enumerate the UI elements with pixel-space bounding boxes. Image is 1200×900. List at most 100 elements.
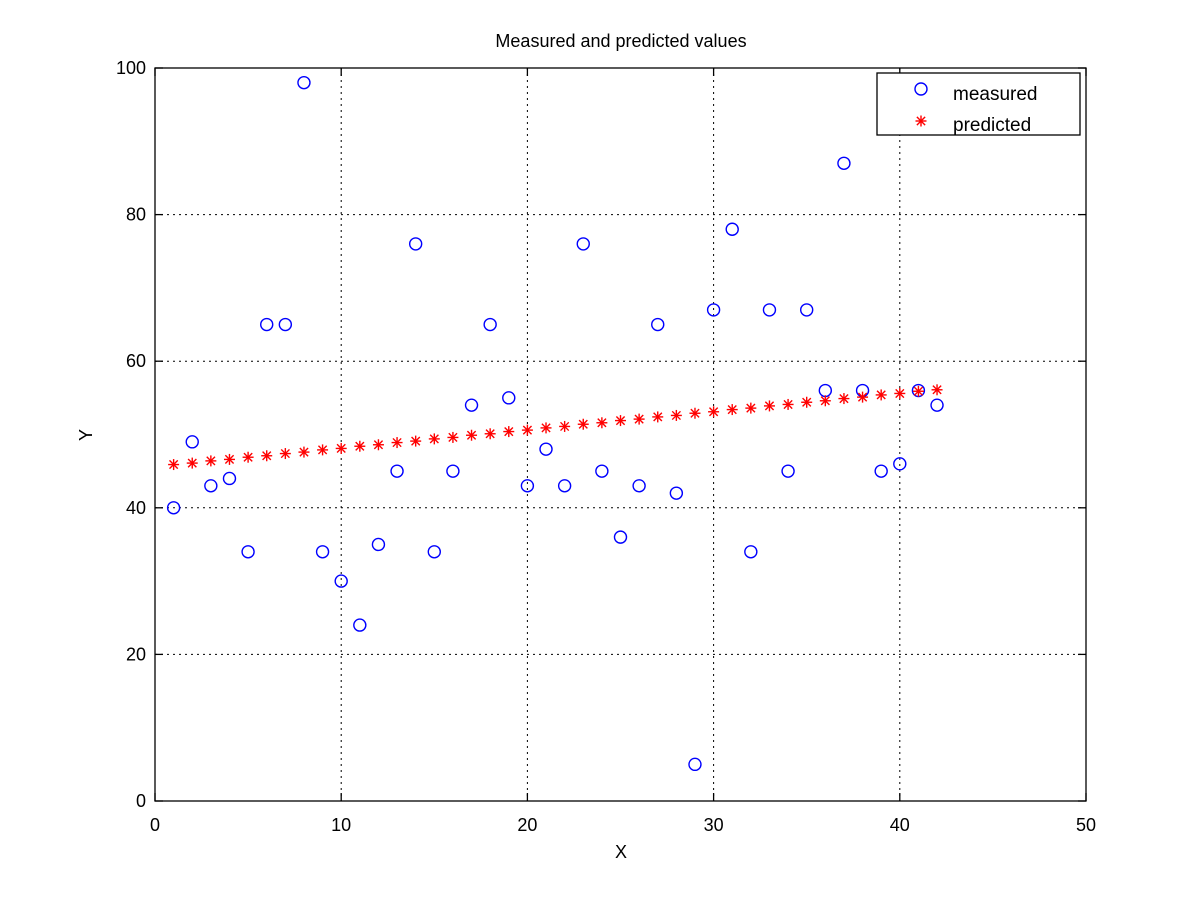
predicted-point — [912, 385, 924, 397]
measured-point — [315, 545, 330, 559]
y-tick-label: 100 — [116, 58, 146, 78]
measured-point — [744, 545, 758, 559]
measured-point — [613, 530, 628, 544]
measured-point — [502, 391, 516, 405]
measured-point — [539, 442, 553, 456]
predicted-point — [857, 391, 869, 403]
measured-point — [725, 222, 739, 236]
measured-point — [837, 156, 851, 170]
measured-point — [688, 757, 702, 772]
y-tick-label: 80 — [126, 205, 146, 225]
measured-point — [781, 464, 795, 478]
predicted-point — [186, 457, 198, 469]
x-tick-label: 40 — [890, 815, 910, 835]
x-tick-label: 20 — [517, 815, 537, 835]
series-predicted — [168, 384, 943, 471]
measured-point — [595, 464, 609, 478]
measured-point — [930, 398, 944, 412]
predicted-point — [559, 420, 571, 432]
legend-marker-measured — [914, 82, 928, 96]
measured-point — [520, 479, 535, 493]
data-series — [166, 75, 944, 772]
chart-title: Measured and predicted values — [495, 31, 746, 51]
measured-point — [185, 435, 199, 449]
predicted-point — [466, 429, 478, 441]
predicted-point — [745, 402, 757, 414]
measured-point — [893, 457, 907, 471]
predicted-point — [168, 459, 180, 471]
measured-point — [353, 618, 367, 632]
measured-point — [278, 317, 293, 332]
measured-point — [427, 545, 441, 559]
measured-point — [464, 398, 479, 412]
predicted-point — [242, 451, 254, 463]
measured-point — [204, 479, 218, 493]
measured-point — [651, 317, 665, 332]
measured-point — [408, 237, 423, 251]
predicted-point — [205, 455, 217, 467]
predicted-point — [577, 418, 589, 430]
legend-symbol-predicted — [915, 115, 927, 127]
predicted-point — [875, 389, 887, 401]
predicted-point — [298, 446, 310, 458]
predicted-point — [838, 393, 850, 405]
measured-point — [446, 464, 460, 478]
legend: measured predicted — [876, 72, 1081, 136]
predicted-point — [801, 396, 813, 408]
predicted-point — [652, 411, 664, 423]
y-tick-label: 60 — [126, 351, 146, 371]
x-axis-label: X — [615, 842, 627, 862]
x-tick-label: 50 — [1076, 815, 1096, 835]
predicted-point — [726, 404, 738, 416]
measured-point — [483, 317, 497, 332]
predicted-point — [261, 450, 273, 462]
tick-labels: 0 10 20 30 40 50 0 20 40 60 80 100 — [116, 58, 1096, 835]
predicted-point — [354, 440, 366, 452]
legend-box — [876, 72, 1081, 136]
measured-point — [371, 537, 386, 552]
measured-point — [576, 237, 590, 251]
predicted-point — [372, 439, 384, 451]
measured-point — [390, 464, 404, 478]
predicted-point — [317, 444, 329, 456]
predicted-point — [428, 433, 440, 445]
x-tick-label: 30 — [704, 815, 724, 835]
predicted-point — [335, 442, 347, 454]
predicted-point — [708, 406, 720, 418]
measured-point — [874, 464, 888, 478]
measured-point — [297, 75, 311, 90]
predicted-point — [447, 431, 459, 443]
measured-point — [241, 545, 255, 559]
predicted-point — [670, 409, 682, 421]
measured-point — [762, 303, 777, 317]
series-measured — [166, 75, 944, 772]
y-tick-label: 40 — [126, 498, 146, 518]
measured-point — [557, 479, 572, 493]
predicted-point — [633, 413, 645, 425]
predicted-point — [391, 437, 403, 449]
x-tick-label: 0 — [150, 815, 160, 835]
measured-point — [166, 501, 181, 515]
predicted-point — [819, 395, 831, 407]
measured-point — [800, 303, 814, 317]
predicted-point — [894, 387, 906, 399]
predicted-point — [223, 453, 235, 465]
measured-point — [222, 471, 237, 486]
legend-label-predicted: predicted — [953, 115, 1031, 136]
predicted-point — [503, 426, 515, 438]
y-tick-label: 0 — [136, 791, 146, 811]
y-tick-label: 20 — [126, 644, 146, 664]
x-tick-label: 10 — [331, 815, 351, 835]
measured-point — [706, 303, 721, 317]
predicted-point — [521, 424, 533, 436]
measured-point — [260, 317, 274, 332]
legend-label-measured: measured — [953, 84, 1038, 105]
predicted-point — [615, 415, 626, 427]
predicted-point — [782, 398, 794, 410]
predicted-point — [484, 428, 496, 440]
predicted-point — [540, 422, 552, 434]
predicted-point — [689, 407, 701, 419]
predicted-point — [410, 435, 422, 447]
predicted-point — [279, 448, 291, 460]
